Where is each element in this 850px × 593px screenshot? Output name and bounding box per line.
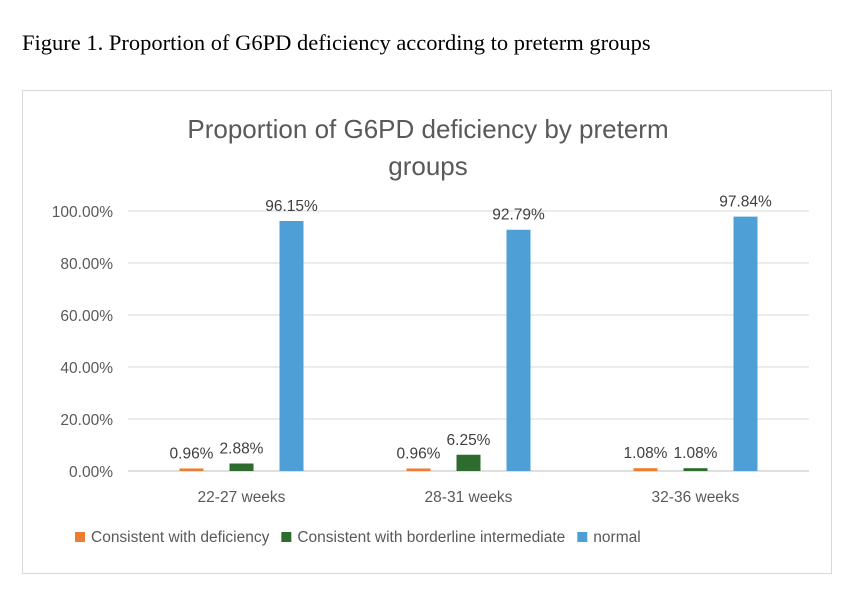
data-label: 97.84% xyxy=(719,194,772,211)
data-label: 1.08% xyxy=(674,445,718,462)
bar-normal xyxy=(279,221,304,471)
y-tick-label: 0.00% xyxy=(69,464,113,481)
legend-label: Consistent with borderline intermediate xyxy=(297,529,565,546)
bar-consistent-with-deficiency xyxy=(633,468,658,471)
bar-consistent-with-borderline-intermediate xyxy=(683,468,708,471)
chart-title-line: Proportion of G6PD deficiency by preterm xyxy=(187,114,668,144)
data-label: 0.96% xyxy=(397,446,441,463)
bar-consistent-with-deficiency xyxy=(406,468,431,471)
chart-frame: Proportion of G6PD deficiency by preterm… xyxy=(22,90,832,574)
y-tick-label: 20.00% xyxy=(60,412,113,429)
data-label: 6.25% xyxy=(447,432,491,449)
x-tick-label: 32-36 weeks xyxy=(652,489,740,506)
legend-label: Consistent with deficiency xyxy=(91,529,270,546)
data-label: 0.96% xyxy=(170,446,214,463)
legend-swatch xyxy=(281,532,292,542)
bar-chart: Proportion of G6PD deficiency by preterm… xyxy=(52,114,809,546)
y-tick-label: 80.00% xyxy=(60,256,113,273)
bar-normal xyxy=(506,229,531,471)
data-label: 1.08% xyxy=(624,445,668,462)
x-tick-label: 22-27 weeks xyxy=(198,489,286,506)
bar-normal xyxy=(733,216,758,471)
x-tick-label: 28-31 weeks xyxy=(425,489,513,506)
bar-consistent-with-borderline-intermediate xyxy=(456,454,481,471)
legend-label: normal xyxy=(593,529,640,546)
y-tick-label: 60.00% xyxy=(60,308,113,325)
legend-swatch xyxy=(577,532,588,542)
bar-consistent-with-deficiency xyxy=(179,468,204,471)
y-tick-label: 40.00% xyxy=(60,360,113,377)
data-label: 2.88% xyxy=(220,441,264,458)
y-tick-label: 100.00% xyxy=(52,204,113,221)
data-label: 96.15% xyxy=(265,198,318,215)
data-label: 92.79% xyxy=(492,207,545,224)
bar-consistent-with-borderline-intermediate xyxy=(229,463,254,471)
chart-title-line: groups xyxy=(388,151,468,181)
figure-caption: Figure 1. Proportion of G6PD deficiency … xyxy=(22,30,651,55)
legend-swatch xyxy=(75,532,85,542)
